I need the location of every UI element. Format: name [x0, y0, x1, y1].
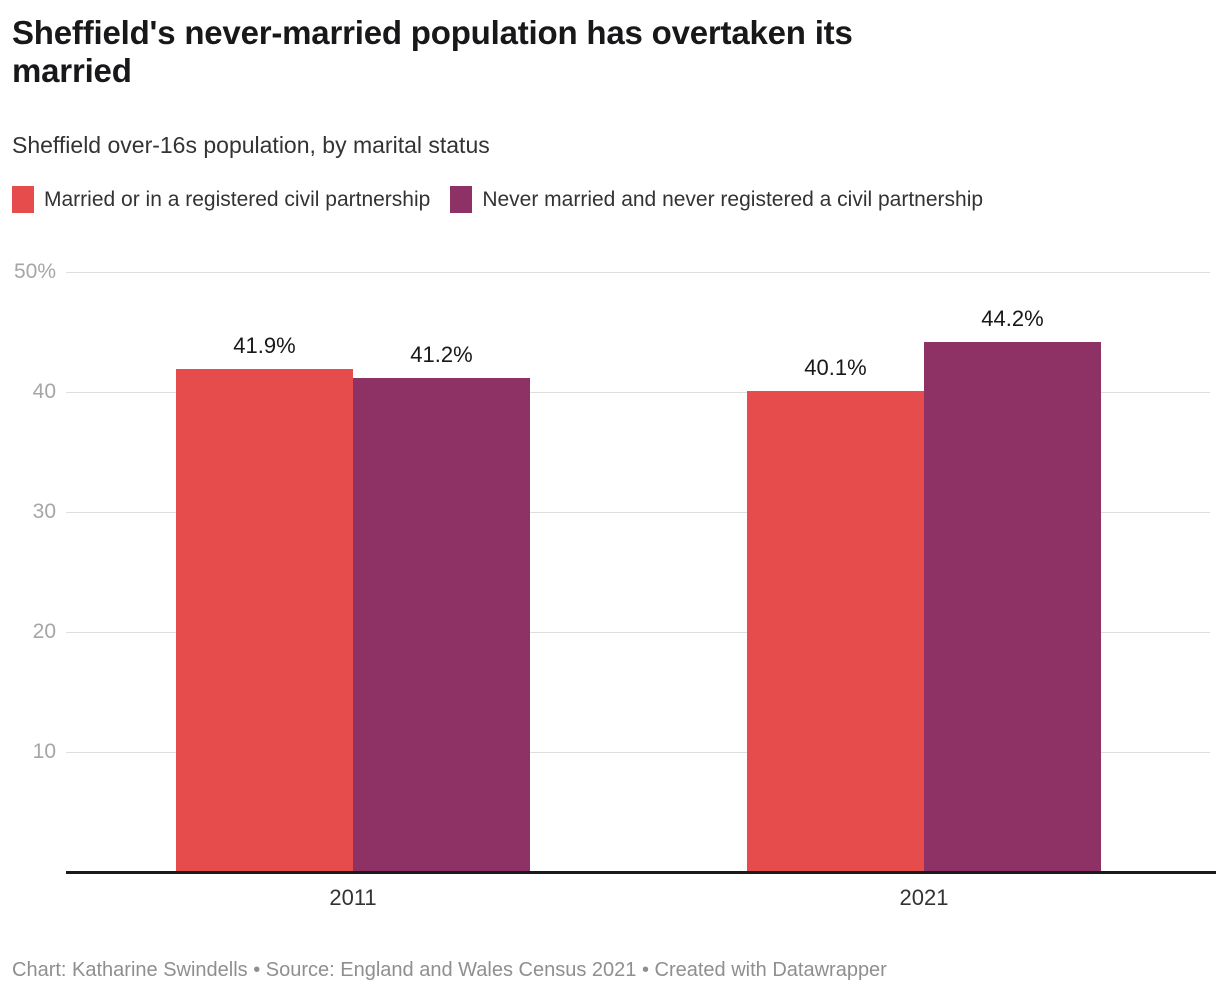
value-label-never-married-2021: 44.2% [981, 305, 1044, 331]
chart-subtitle: Sheffield over-16s population, by marita… [12, 132, 490, 158]
bar-never-married-2011 [353, 377, 530, 872]
legend: Married or in a registered civil partner… [12, 186, 983, 213]
value-label-married-2011: 41.9% [233, 333, 296, 359]
value-label-never-married-2011: 41.2% [410, 341, 473, 367]
y-axis-tick-label: 20 [32, 620, 56, 643]
legend-swatch-married [12, 186, 34, 213]
x-axis-baseline [66, 871, 1216, 874]
gridline-50 [66, 271, 1210, 273]
legend-label-married: Married or in a registered civil partner… [44, 187, 431, 211]
y-axis-tick-label: 50% [13, 260, 56, 283]
bar-married-2021 [747, 390, 924, 872]
y-axis-tick-label: 30 [32, 500, 56, 523]
page-title: Sheffield's never-married population has… [12, 14, 853, 51]
legend-swatch-never-married [450, 186, 473, 213]
gridline-10 [66, 751, 1210, 753]
footer-credit: Chart: Katharine Swindells • Source: Eng… [12, 959, 887, 981]
legend-item-married: Married or in a registered civil partner… [12, 186, 430, 213]
x-axis-tick-label-2021: 2021 [899, 885, 949, 910]
value-label-married-2021: 40.1% [804, 354, 867, 380]
gridline-40 [66, 391, 1210, 393]
legend-label-never-married: Never married and never registered a civ… [482, 187, 984, 211]
y-axis-tick-label: 40 [32, 380, 56, 403]
legend-item-never-married: Never married and never registered a civ… [450, 186, 983, 213]
gridline-30 [66, 511, 1210, 513]
page-title-line2: married [12, 52, 132, 89]
bar-never-married-2021 [924, 341, 1101, 872]
y-axis-tick-label: 10 [32, 740, 56, 763]
bar-married-2011 [176, 369, 353, 872]
gridline-20 [66, 631, 1210, 633]
x-axis-tick-label-2011: 2011 [329, 885, 377, 910]
